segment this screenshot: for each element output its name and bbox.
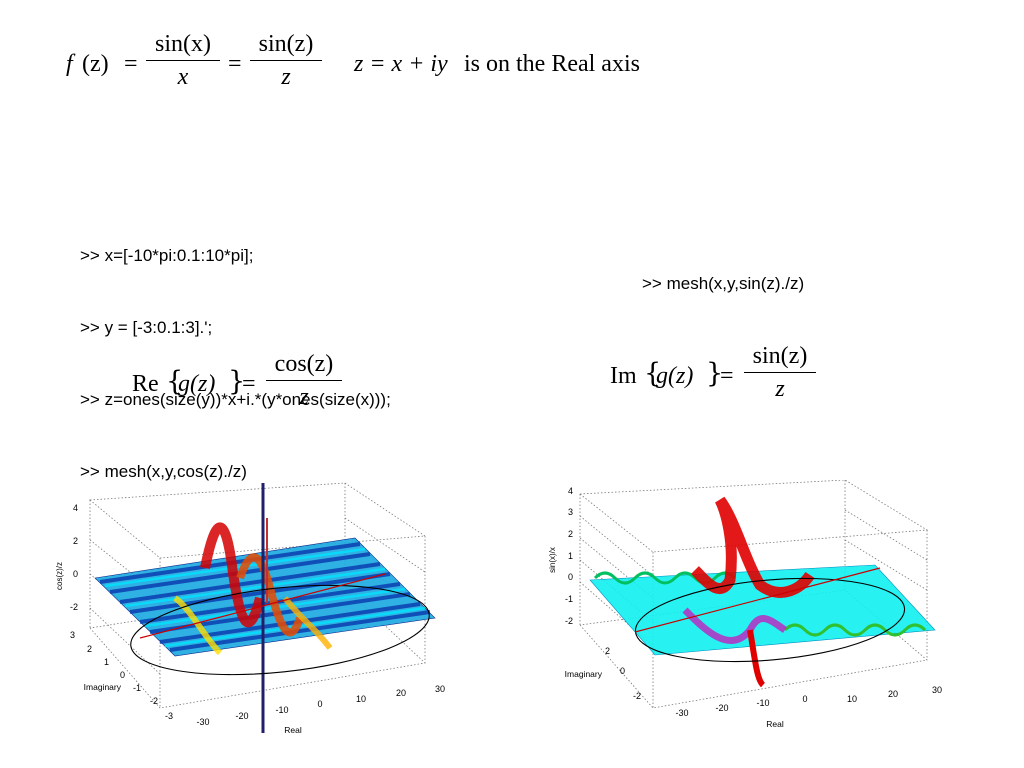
formula-top-frac1-num: sin(x) [155, 31, 211, 57]
plot-left-ylabel: Imaginary [84, 682, 122, 692]
x-tick: 20 [888, 689, 898, 699]
z-tick: 4 [73, 503, 78, 513]
z-tick: 3 [568, 507, 573, 517]
formula-top-frac1-den: x [177, 64, 189, 90]
plot-left-ticks: 4 2 0 -2 3 2 1 0 -1 -2 -3 -30 -20 -10 0 … [70, 503, 445, 727]
code-right: >> mesh(x,y,sin(z)./z) [642, 274, 805, 293]
formula-top: f (z) = sin(x) x = sin(z) z z = x + iy i… [66, 30, 686, 110]
y-tick: 0 [120, 670, 125, 680]
y-tick: 3 [70, 630, 75, 640]
x-tick: 20 [396, 688, 406, 698]
plot-right-ticks: 4 3 2 1 0 -1 -2 2 0 -2 -30 -20 -10 0 10 … [565, 486, 942, 718]
x-tick: 10 [356, 694, 366, 704]
plot-right-ylabel: Imaginary [565, 669, 603, 679]
plot-left-xlabel: Real [284, 725, 302, 735]
formula-top-note: is on the Real axis [464, 51, 640, 77]
code-line: >> x=[-10*pi:0.1:10*pi]; [80, 246, 254, 265]
code-line: >> y = [-3:0.1:3].'; [80, 318, 213, 337]
formula-im-lbrace: { [644, 358, 662, 389]
z-tick: 1 [568, 551, 573, 561]
y-tick: 1 [104, 657, 109, 667]
formula-re-frac: cos(z) z [266, 352, 342, 409]
formula-re-num: cos(z) [274, 351, 334, 377]
plot-left-circle [130, 584, 430, 676]
formula-re-rbrace: } [228, 366, 246, 397]
z-tick: 4 [568, 486, 573, 496]
plot-left-zlabel: cos(z)/z [55, 562, 64, 590]
x-tick: -30 [196, 717, 209, 727]
formula-im: Im { g(z) } = sin(z) z [610, 344, 840, 416]
z-tick: 0 [568, 572, 573, 582]
formula-top-eq2: = [228, 51, 242, 77]
y-tick: 2 [605, 646, 610, 656]
plot-right-xlabel: Real [766, 719, 784, 729]
x-tick: 0 [317, 699, 322, 709]
x-tick: 30 [932, 685, 942, 695]
z-tick: 0 [73, 569, 78, 579]
formula-re-eq: = [242, 371, 256, 397]
plot-right-mesh [589, 496, 936, 688]
y-tick: -3 [165, 711, 173, 721]
z-tick: -2 [565, 616, 573, 626]
formula-im-op: Im [610, 363, 637, 389]
z-tick: 2 [73, 536, 78, 546]
x-tick: -20 [715, 703, 728, 713]
formula-re-arg: g(z) [178, 371, 216, 397]
y-tick: -2 [633, 691, 641, 701]
formula-top-eq1: = [124, 51, 138, 77]
formula-top-frac1: sin(x) x [146, 32, 220, 89]
z-tick: -1 [565, 594, 573, 604]
formula-re-den: z [299, 384, 309, 410]
formula-top-zdef: z = x + iy [354, 51, 448, 77]
plot-left-mesh [94, 483, 436, 733]
formula-re-op: Re [132, 371, 159, 397]
formula-top-frac2-num: sin(z) [258, 31, 314, 57]
plot-right-zlabel: sin(x)/x [548, 547, 557, 573]
formula-im-den: z [775, 376, 785, 402]
formula-im-rbrace: } [706, 358, 724, 389]
formula-im-num: sin(z) [752, 343, 808, 369]
x-tick: -30 [675, 708, 688, 718]
formula-re: Re { g(z) } = cos(z) z [132, 352, 362, 424]
x-tick: -20 [235, 711, 248, 721]
x-tick: -10 [756, 698, 769, 708]
z-tick: -2 [70, 602, 78, 612]
x-tick: 10 [847, 694, 857, 704]
plot-right: 4 3 2 1 0 -1 -2 2 0 -2 -30 -20 -10 0 10 … [548, 480, 942, 729]
z-tick: 2 [568, 529, 573, 539]
code-block: >> x=[-10*pi:0.1:10*pi]; >> y = [-3:0.1:… [80, 196, 391, 508]
code-line: >> mesh(x,y,cos(z)./z) [80, 462, 247, 481]
code-line: >> z=ones(size(y))*x+i.*(y*ones(size(x))… [80, 390, 391, 409]
plot-right-real-line [634, 567, 881, 633]
formula-top-frac2-den: z [281, 64, 291, 90]
x-tick: -10 [275, 705, 288, 715]
formula-re-lbrace: { [166, 366, 184, 397]
plot-left-real-line [139, 573, 386, 639]
y-tick: -2 [150, 696, 158, 706]
formula-top-frac2: sin(z) z [250, 32, 322, 89]
x-tick: 0 [802, 694, 807, 704]
x-tick: 30 [435, 684, 445, 694]
formula-im-eq: = [720, 363, 734, 389]
y-tick: -1 [133, 683, 141, 693]
y-tick: 2 [87, 644, 92, 654]
formula-top-arg: (z) [82, 51, 109, 77]
formula-im-arg: g(z) [656, 363, 694, 389]
plot-left: 4 2 0 -2 3 2 1 0 -1 -2 -3 -30 -20 -10 0 … [55, 482, 445, 735]
y-tick: 0 [620, 666, 625, 676]
formula-top-fn: f [66, 51, 73, 77]
formula-im-frac: sin(z) z [744, 344, 816, 401]
